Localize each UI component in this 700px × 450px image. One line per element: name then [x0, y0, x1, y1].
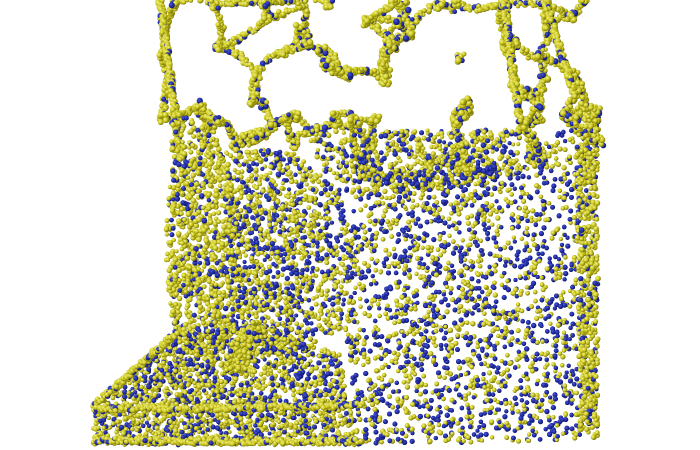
dense-block-layer: [342, 100, 601, 446]
substrate-slab-layer: [90, 319, 366, 448]
